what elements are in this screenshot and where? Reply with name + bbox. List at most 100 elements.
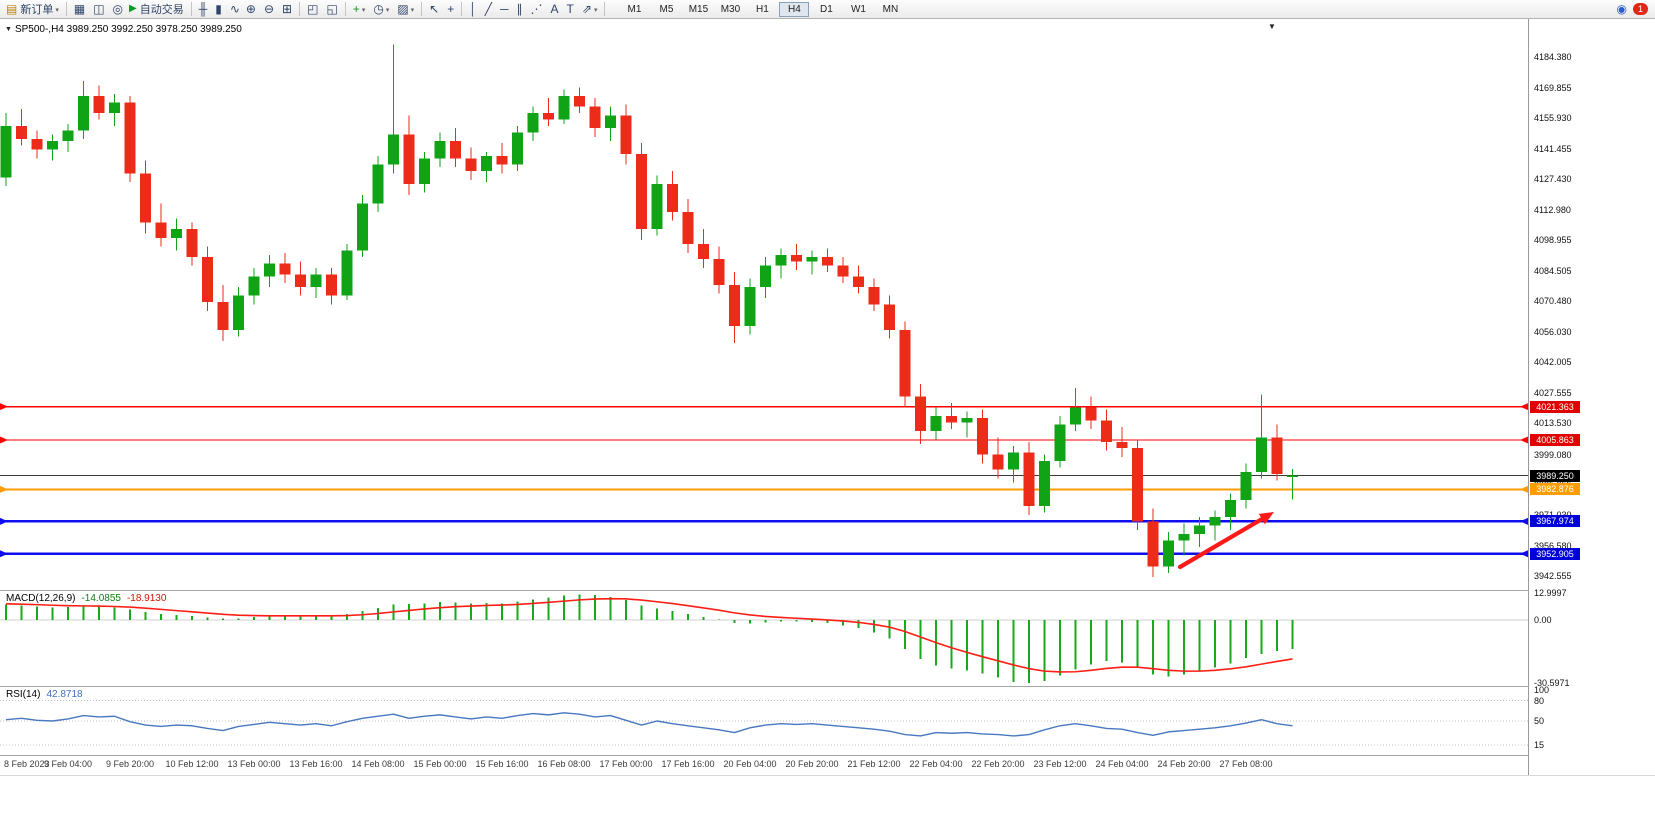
vertical-line-icon[interactable]: │ — [466, 1, 480, 17]
price-tag: 3989.250 — [1530, 469, 1580, 482]
timeframe-m1[interactable]: M1 — [627, 3, 642, 15]
zoom-out-icon: ⊖ — [263, 2, 275, 16]
toolbar-separator — [604, 2, 606, 16]
market-watch-icon[interactable]: ▦ — [71, 1, 88, 17]
grid-icon: ⊞ — [282, 2, 293, 16]
time-axis[interactable]: 8 Feb 2023 9 Feb 04:00 9 Feb 20:00 10 Feb 1… — [0, 756, 1528, 775]
toolbar-separator — [421, 2, 423, 16]
chevron-down-icon — [360, 3, 366, 15]
line-chart-icon: ∿ — [229, 2, 240, 16]
navigator-icon: ◎ — [112, 2, 124, 16]
panel-separator — [0, 755, 1655, 756]
time-label: 17 Feb 00:00 — [599, 759, 653, 769]
auto-trading-label: 自动交易 — [139, 4, 184, 16]
rsi-tick: 50 — [1534, 716, 1545, 726]
timeframe-mn[interactable]: MN — [882, 3, 899, 15]
price-tick: 4141.455 — [1534, 143, 1572, 154]
chevron-down-icon — [53, 3, 59, 15]
cursor-icon[interactable]: ↖ — [426, 1, 442, 17]
toolbar-right-group: ◉ 1 — [1617, 2, 1648, 16]
macd-value-signal: -18.9130 — [126, 593, 167, 604]
trendline-icon[interactable]: ╱ — [482, 1, 495, 17]
timeframe-m30[interactable]: M30 — [720, 3, 741, 15]
price-tick: 4127.430 — [1534, 173, 1572, 184]
rsi-value: 42.8718 — [46, 689, 83, 700]
label-icon[interactable]: T — [564, 1, 577, 17]
time-label: 10 Feb 12:00 — [165, 759, 219, 769]
new-order-button[interactable]: ▤ 新订单 — [3, 1, 62, 17]
grid-icon[interactable]: ⊞ — [279, 1, 295, 17]
panel-separator[interactable] — [0, 590, 1655, 591]
layout-group: ◰ ◱ — [304, 1, 341, 17]
arrows-icon[interactable]: ⇗ — [579, 1, 601, 17]
zoom-out-icon[interactable]: ⊖ — [261, 1, 277, 17]
time-label: 15 Feb 00:00 — [413, 759, 467, 769]
horizontal-line-icon[interactable]: ─ — [497, 1, 512, 17]
price-tag: 4021.363 — [1530, 400, 1580, 413]
price-tick: 4184.380 — [1534, 51, 1572, 62]
price-tag: 3952.905 — [1530, 547, 1580, 560]
fibonacci-icon[interactable]: ⋰ — [528, 1, 546, 17]
new-order-label: 新订单 — [20, 4, 54, 16]
timeframe-m5[interactable]: M5 — [659, 3, 674, 15]
notifications-badge[interactable]: 1 — [1633, 3, 1648, 15]
zoom-in-icon[interactable]: ⊕ — [243, 1, 259, 17]
time-label: 15 Feb 16:00 — [475, 759, 529, 769]
timeframe-h1[interactable]: H1 — [756, 3, 769, 15]
chart-shift-marker-icon[interactable]: ▼ — [1268, 22, 1276, 31]
community-icon[interactable]: ◉ — [1616, 2, 1627, 16]
price-tick: 4155.930 — [1534, 112, 1572, 123]
bar-chart-icon[interactable]: ╫ — [196, 1, 211, 17]
navigator-icon[interactable]: ◎ — [110, 1, 126, 17]
crosshair-icon: + — [447, 2, 455, 16]
timeframe-w1[interactable]: W1 — [850, 3, 866, 15]
draw-group: │ ╱ ─ ∥ ⋰ A T ⇗ — [466, 1, 600, 17]
horizontal-line-icon: ─ — [500, 2, 509, 16]
periods-icon[interactable]: ◷ — [370, 1, 392, 17]
indicators-icon[interactable]: + — [350, 1, 369, 17]
time-label: 24 Feb 20:00 — [1157, 759, 1211, 769]
price-tag: 4005.863 — [1530, 433, 1580, 446]
panel-separator[interactable] — [0, 686, 1655, 687]
chevron-down-icon — [384, 3, 390, 15]
toolbar-separator — [344, 2, 346, 16]
timeframe-m15[interactable]: M15 — [688, 3, 709, 15]
price-axis[interactable]: 4184.380 4169.855 4155.930 4141.455 4127.430… — [1528, 19, 1655, 775]
vertical-line-icon: │ — [469, 2, 477, 16]
price-tick: 4013.530 — [1534, 418, 1572, 429]
price-chart-canvas[interactable] — [0, 38, 1528, 590]
text-icon[interactable]: A — [548, 1, 562, 17]
rsi-canvas[interactable] — [0, 687, 1528, 755]
time-label: 20 Feb 04:00 — [723, 759, 777, 769]
macd-canvas[interactable] — [0, 591, 1528, 686]
macd-value-main: -14.0855 — [81, 593, 121, 604]
one-click-trading-expander-icon[interactable]: ▼ — [5, 26, 12, 33]
templates-icon: ▨ — [397, 2, 409, 16]
price-tick: 4042.005 — [1534, 357, 1572, 368]
auto-trading-button[interactable]: ▶ 自动交易 — [126, 1, 187, 17]
crosshair-icon[interactable]: + — [444, 1, 457, 17]
pointer-group: ↖ + — [426, 1, 457, 17]
tile-windows-icon[interactable]: ◰ — [304, 1, 321, 17]
arrows-icon: ⇗ — [581, 2, 592, 16]
chevron-down-icon — [409, 3, 415, 15]
channel-icon[interactable]: ∥ — [514, 1, 526, 17]
timeframe-d1[interactable]: D1 — [820, 3, 833, 15]
time-label: 14 Feb 08:00 — [351, 759, 405, 769]
auto-trading-play-icon: ▶ — [129, 3, 137, 14]
data-window-icon: ◫ — [93, 2, 105, 16]
data-window-icon[interactable]: ◫ — [90, 1, 107, 17]
market-watch-icon: ▦ — [73, 2, 86, 16]
indicators-icon: + — [352, 2, 360, 16]
time-label: 27 Feb 08:00 — [1219, 759, 1273, 769]
window-edge — [0, 775, 1655, 776]
rsi-tick: 100 — [1534, 685, 1550, 695]
candlestick-chart-icon[interactable]: ▮ — [212, 1, 225, 17]
cascade-windows-icon[interactable]: ◱ — [323, 1, 340, 17]
templates-icon[interactable]: ▨ — [394, 1, 417, 17]
timeframe-h4[interactable]: H4 — [779, 1, 810, 17]
line-chart-icon[interactable]: ∿ — [227, 1, 243, 17]
time-label: 9 Feb 04:00 — [43, 759, 93, 769]
toolbar-separator — [461, 2, 463, 16]
label-icon: T — [566, 2, 574, 16]
